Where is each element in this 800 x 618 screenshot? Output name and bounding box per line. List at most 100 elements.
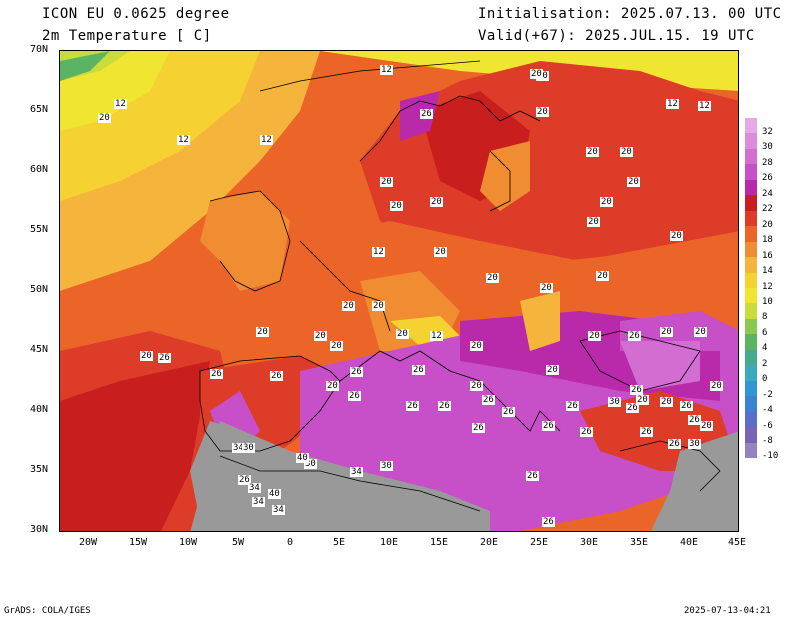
colorbar-segment: [745, 334, 757, 351]
contour-label: 26: [270, 371, 283, 381]
contour-label: 20: [636, 395, 649, 405]
contour-label: 40: [296, 453, 309, 463]
contour-label: 26: [238, 475, 251, 485]
contour-label: 26: [542, 421, 555, 431]
lon-label: 45E: [728, 537, 747, 548]
contour-label: 26: [580, 427, 593, 437]
contour-label: 26: [412, 365, 425, 375]
lon-label: 30E: [580, 537, 599, 548]
coastlines: [199, 60, 721, 512]
contour-label: 26: [406, 401, 419, 411]
contour-label: 20: [546, 365, 559, 375]
colorbar-label: 30: [762, 142, 773, 153]
contour-label: 26: [628, 331, 641, 341]
contour-label: 30: [304, 459, 317, 469]
contour-label: 20: [372, 301, 385, 311]
contour-label: 20: [98, 113, 111, 123]
colorbar-segment: [745, 118, 757, 134]
colorbar-segment: [745, 179, 757, 196]
contour-label: 12: [260, 135, 273, 145]
colorbar-segment: [745, 365, 757, 382]
map-svg: [60, 51, 738, 531]
lon-label: 25E: [530, 537, 549, 548]
lat-label: 65N: [30, 104, 49, 115]
footer-timestamp: 2025-07-13-04:21: [684, 606, 771, 616]
lat-label: 45N: [30, 344, 49, 355]
contour-label: 20: [660, 397, 673, 407]
contour-label: 20: [670, 231, 683, 241]
footer-credit: GrADS: COLA/IGES: [4, 606, 91, 616]
contour-label: 26: [626, 403, 639, 413]
lon-label: 5E: [333, 537, 346, 548]
colorbar-label: 10: [762, 296, 773, 307]
contour-label: 20: [588, 331, 601, 341]
contour-label: 20: [700, 421, 713, 431]
contour-label: 30: [380, 461, 393, 471]
lat-label: 55N: [30, 224, 49, 235]
contour-label: 30: [242, 443, 255, 453]
contour-label: 26: [668, 439, 681, 449]
colorbar-label: -8: [762, 436, 773, 446]
colorbar-label: 0: [762, 374, 768, 385]
contour-label: 20: [710, 381, 723, 391]
contour-label: 12: [666, 99, 679, 109]
contour-label: 26: [680, 401, 693, 411]
colorbar-label: 14: [762, 266, 773, 277]
contour-label: 20: [330, 341, 343, 351]
lon-label: 15E: [430, 537, 449, 548]
colorbar-segment: [745, 195, 757, 212]
colorbar-segment: [745, 288, 757, 304]
colorbar-segment: [745, 164, 757, 181]
colorbar-label: 22: [762, 204, 773, 215]
lon-label: 10W: [179, 537, 198, 548]
contour-label: 12: [430, 331, 443, 341]
contour-label: 30: [608, 397, 621, 407]
colorbar-label: 24: [762, 188, 773, 199]
colorbar-label: 18: [762, 235, 773, 246]
contour-label: 26: [210, 369, 223, 379]
colorbar-segment: [745, 257, 757, 274]
contour-label: 20: [586, 147, 599, 157]
lat-label: 60N: [30, 164, 49, 175]
contour-label: 20: [530, 69, 543, 79]
north-band-yellow: [60, 51, 738, 91]
contour-label: 30: [688, 439, 701, 449]
contour-label: 20: [660, 327, 673, 337]
colorbar-segment: [745, 241, 757, 258]
colorbar-segment: [745, 396, 757, 413]
lon-label: 10E: [380, 537, 399, 548]
contour-label: 20: [396, 329, 409, 339]
lat-label: 50N: [30, 284, 49, 295]
colorbar-segment: [745, 303, 757, 320]
contour-label: 26: [566, 401, 579, 411]
colorbar-label: -6: [762, 420, 773, 431]
colorbar-segment: [745, 272, 757, 289]
lon-label: 20E: [480, 537, 499, 548]
colorbar: [745, 118, 757, 459]
colorbar-label: -10: [762, 451, 779, 462]
contour-label: 26: [640, 427, 653, 437]
colorbar-segment: [745, 210, 757, 227]
colorbar-segment: [745, 349, 757, 366]
init-time: Initialisation: 2025.07.13. 00 UTC: [478, 6, 782, 22]
colorbar-segment: [745, 318, 757, 335]
contour-label: 20: [536, 107, 549, 117]
colorbar-label: 26: [762, 173, 773, 184]
contour-label: 26: [420, 109, 433, 119]
lat-label: 30N: [30, 524, 49, 535]
atlantic-south-hot: [60, 361, 210, 531]
contour-label: 26: [348, 391, 361, 401]
contour-label: 12: [698, 101, 711, 111]
contour-label: 26: [438, 401, 451, 411]
contour-label: 34: [248, 483, 261, 493]
contour-label: 20: [470, 341, 483, 351]
colorbar-segment: [745, 380, 757, 397]
contour-label: 20: [694, 327, 707, 337]
lon-label: 0: [287, 537, 294, 548]
colorbar-label: -2: [762, 389, 773, 400]
contour-label: 20: [470, 381, 483, 391]
contour-label: 20: [380, 177, 393, 187]
contour-label: 26: [350, 367, 363, 377]
contour-label: 12: [372, 247, 385, 257]
variable-title: 2m Temperature [ C]: [42, 28, 212, 44]
